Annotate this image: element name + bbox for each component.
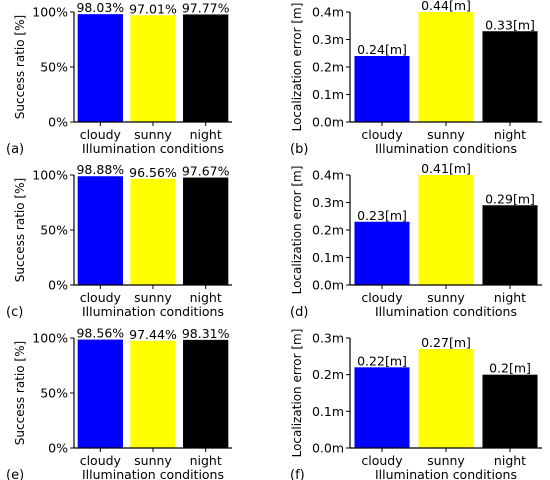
panel-d-bar-cloudy (354, 221, 410, 285)
panel-d-value-label-cloudy: 0.23[m] (357, 208, 407, 223)
panel-a-bar-sunny (130, 15, 176, 122)
panel-a-bar-night (183, 14, 229, 122)
panel-c-ytick-label-0: 0% (48, 278, 68, 293)
panel-a-ytick-label-0: 0% (48, 115, 68, 130)
panel-d-ytick-label-3: 0.3m (312, 195, 344, 210)
panel-a-ylabel: Success ratio [%] (13, 15, 27, 119)
panel-f-xtick-label-sunny: sunny (427, 453, 465, 468)
panel-f-xtick-label-night: night (494, 453, 526, 468)
panel-b-value-label-sunny: 0.44[m] (421, 0, 471, 13)
panel-c-bar-cloudy (77, 176, 123, 285)
panel-f-xlabel: Illumination conditions (375, 467, 517, 480)
panel-f-bar-cloudy (354, 367, 410, 448)
panel-e-value-label-night: 98.31% (182, 326, 230, 341)
panel-d-value-label-sunny: 0.41[m] (421, 161, 471, 176)
panel-a-bar-cloudy (77, 14, 123, 122)
panel-d-xlabel: Illumination conditions (375, 304, 517, 319)
panel-f-ylabel: Localization error [m] (290, 329, 304, 458)
panel-e-value-label-cloudy: 98.56% (76, 326, 124, 341)
panel-d-ylabel: Localization error [m] (290, 166, 304, 295)
panel-d-ytick-label-4: 0.4m (312, 168, 344, 183)
panel-b-xtick-label-night: night (494, 127, 526, 142)
panel-b-ytick-label-1: 0.1m (312, 87, 344, 102)
panel-d-letter: (d) (290, 305, 308, 320)
panel-c-xtick-label-sunny: sunny (134, 290, 172, 305)
panel-d-xtick-label-night: night (494, 290, 526, 305)
panel-d-value-label-night: 0.29[m] (485, 191, 535, 206)
panel-b-value-label-night: 0.33[m] (485, 17, 535, 32)
panel-e-xlabel: Illumination conditions (82, 467, 224, 480)
panel-f-value-label-night: 0.2[m] (489, 361, 531, 376)
panel-f-letter: (f) (290, 468, 305, 480)
panel-c-bar-sunny (130, 178, 176, 285)
panel-b-xtick-label-sunny: sunny (427, 127, 465, 142)
panel-e-bar-sunny (130, 340, 176, 448)
panel-e-ytick-label-0: 0% (48, 441, 68, 456)
panel-d-bar-night (482, 205, 538, 285)
panel-e-value-label-sunny: 97.44% (129, 327, 177, 342)
panel-e-ytick-label-2: 100% (32, 331, 68, 346)
panel-b-ylabel: Localization error [m] (290, 3, 304, 132)
panel-b-letter: (b) (290, 142, 308, 157)
panel-c-value-label-sunny: 96.56% (129, 165, 177, 180)
panel-f-ytick-label-3: 0.3m (312, 331, 344, 346)
panel-c-ylabel: Success ratio [%] (13, 178, 27, 282)
panel-c-value-label-cloudy: 98.88% (76, 162, 124, 177)
panel-d-xtick-label-cloudy: cloudy (361, 290, 403, 305)
panel-e-xtick-label-sunny: sunny (134, 453, 172, 468)
panel-f-value-label-cloudy: 0.22[m] (357, 353, 407, 368)
panel-b-xtick-label-cloudy: cloudy (361, 127, 403, 142)
panel-e-ytick-label-1: 50% (40, 386, 68, 401)
panel-a-xtick-label-cloudy: cloudy (80, 127, 122, 142)
panel-b-ytick-label-4: 0.4m (312, 5, 344, 20)
panel-a-xlabel: Illumination conditions (82, 141, 224, 156)
panel-a-ytick-label-1: 50% (40, 60, 68, 75)
panel-f-bar-sunny (418, 349, 474, 448)
panel-e-xtick-label-night: night (190, 453, 222, 468)
panel-e-ylabel: Success ratio [%] (13, 341, 27, 445)
panel-c-ytick-label-2: 100% (32, 168, 68, 183)
panel-f-ytick-label-1: 0.1m (312, 404, 344, 419)
panel-c-letter: (c) (6, 305, 23, 320)
panel-e-bar-night (183, 339, 229, 448)
panel-a-value-label-cloudy: 98.03% (76, 0, 124, 15)
panel-f-ytick-label-2: 0.2m (312, 367, 344, 382)
panel-c-xtick-label-night: night (190, 290, 222, 305)
panel-a-ytick-label-2: 100% (32, 5, 68, 20)
panel-e-bar-cloudy (77, 339, 123, 448)
panel-a-value-label-sunny: 97.01% (129, 1, 177, 16)
panel-a-value-label-night: 97.77% (182, 0, 230, 15)
panel-b-bar-cloudy (354, 56, 410, 122)
panel-f-value-label-sunny: 0.27[m] (421, 335, 471, 350)
panel-d-ytick-label-1: 0.1m (312, 250, 344, 265)
panel-a-xtick-label-night: night (190, 127, 222, 142)
panel-f-bar-night (482, 374, 538, 448)
panel-a-xtick-label-sunny: sunny (134, 127, 172, 142)
panel-c-ytick-label-1: 50% (40, 223, 68, 238)
panel-c-xlabel: Illumination conditions (82, 304, 224, 319)
panel-e-xtick-label-cloudy: cloudy (80, 453, 122, 468)
panel-e-letter: (e) (6, 468, 24, 480)
panel-a-letter: (a) (6, 142, 24, 157)
panel-b-ytick-label-0: 0.0m (312, 115, 344, 130)
panel-d-bar-sunny (418, 175, 474, 285)
panel-c-xtick-label-cloudy: cloudy (80, 290, 122, 305)
panel-b-bar-sunny (418, 12, 474, 122)
panel-c-bar-night (183, 177, 229, 285)
panel-f-xtick-label-cloudy: cloudy (361, 453, 403, 468)
panel-c-value-label-night: 97.67% (182, 164, 230, 179)
panel-d-ytick-label-2: 0.2m (312, 223, 344, 238)
panel-b-ytick-label-2: 0.2m (312, 60, 344, 75)
panel-b-ytick-label-3: 0.3m (312, 32, 344, 47)
panel-d-xtick-label-sunny: sunny (427, 290, 465, 305)
panel-f-ytick-label-0: 0.0m (312, 441, 344, 456)
panel-b-value-label-cloudy: 0.24[m] (357, 42, 407, 57)
panel-b-bar-night (482, 31, 538, 122)
panel-b-xlabel: Illumination conditions (375, 141, 517, 156)
panel-d-ytick-label-0: 0.0m (312, 278, 344, 293)
